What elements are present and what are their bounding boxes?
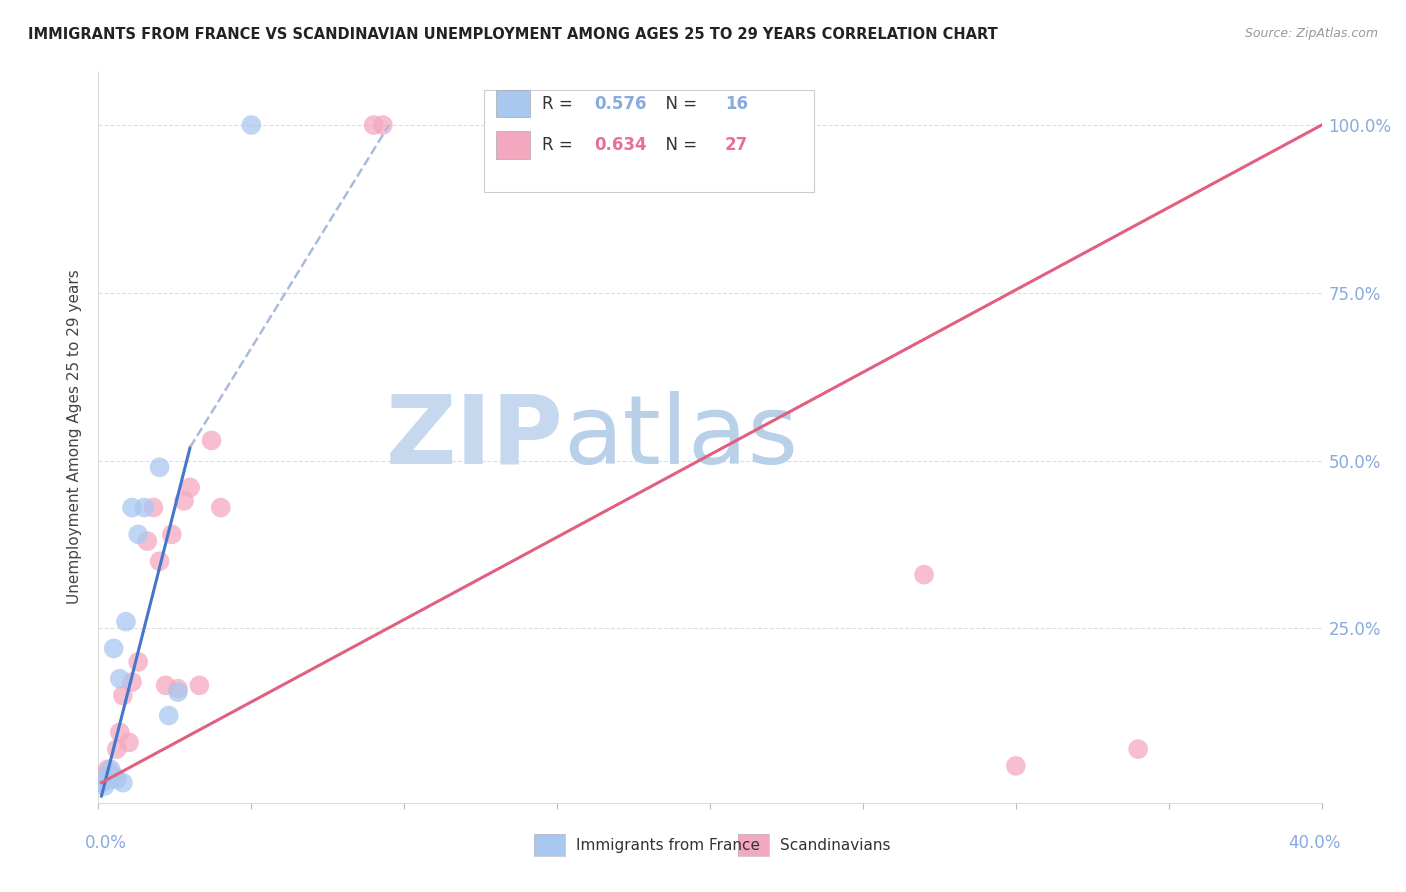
Point: [103, 769, 125, 783]
Text: IMMIGRANTS FROM FRANCE VS SCANDINAVIAN UNEMPLOYMENT AMONG AGES 25 TO 29 YEARS CO: IMMIGRANTS FROM FRANCE VS SCANDINAVIAN U…: [28, 27, 998, 42]
Point: [103, 641, 125, 656]
Point: [142, 500, 165, 515]
Point: [157, 708, 180, 723]
Point: [149, 554, 172, 568]
Point: [363, 118, 385, 132]
Text: Immigrants from France: Immigrants from France: [576, 838, 761, 853]
Text: 0.576: 0.576: [593, 95, 647, 112]
Point: [167, 681, 190, 696]
Point: [173, 493, 195, 508]
Point: [155, 678, 177, 692]
Point: [105, 742, 128, 756]
Point: [127, 527, 149, 541]
Point: [100, 772, 122, 787]
Point: [160, 527, 183, 541]
Text: 27: 27: [724, 136, 748, 154]
Point: [115, 615, 138, 629]
Point: [108, 672, 131, 686]
Point: [93, 779, 115, 793]
Point: [209, 500, 232, 515]
Point: [200, 434, 222, 448]
Text: N =: N =: [655, 136, 703, 154]
Bar: [496, 90, 530, 118]
FancyBboxPatch shape: [484, 90, 814, 192]
Text: 0.0%: 0.0%: [84, 834, 127, 852]
Point: [912, 567, 935, 582]
Point: [121, 675, 143, 690]
Y-axis label: Unemployment Among Ages 25 to 29 years: Unemployment Among Ages 25 to 29 years: [67, 269, 83, 605]
Text: N =: N =: [655, 95, 703, 112]
Point: [149, 460, 172, 475]
Text: Scandinavians: Scandinavians: [780, 838, 891, 853]
Point: [1128, 742, 1150, 756]
Point: [111, 689, 134, 703]
Text: Source: ZipAtlas.com: Source: ZipAtlas.com: [1244, 27, 1378, 40]
Point: [100, 762, 122, 776]
Point: [93, 769, 115, 783]
Point: [111, 775, 134, 789]
Point: [108, 725, 131, 739]
Point: [134, 500, 156, 515]
Text: 16: 16: [724, 95, 748, 112]
Point: [90, 775, 112, 789]
Point: [121, 500, 143, 515]
Point: [136, 534, 159, 549]
Text: 0.634: 0.634: [593, 136, 647, 154]
Point: [371, 118, 394, 132]
Text: 40.0%: 40.0%: [1288, 834, 1341, 852]
Text: ZIP: ZIP: [385, 391, 564, 483]
Point: [97, 762, 120, 776]
Point: [240, 118, 263, 132]
Text: R =: R =: [543, 136, 578, 154]
Point: [1004, 759, 1026, 773]
Point: [90, 775, 112, 789]
Point: [179, 480, 201, 494]
Point: [118, 735, 141, 749]
Point: [105, 772, 128, 787]
Point: [97, 769, 120, 783]
Point: [167, 685, 190, 699]
Bar: [496, 131, 530, 159]
Point: [127, 655, 149, 669]
Text: R =: R =: [543, 95, 578, 112]
Text: atlas: atlas: [564, 391, 799, 483]
Point: [188, 678, 211, 692]
